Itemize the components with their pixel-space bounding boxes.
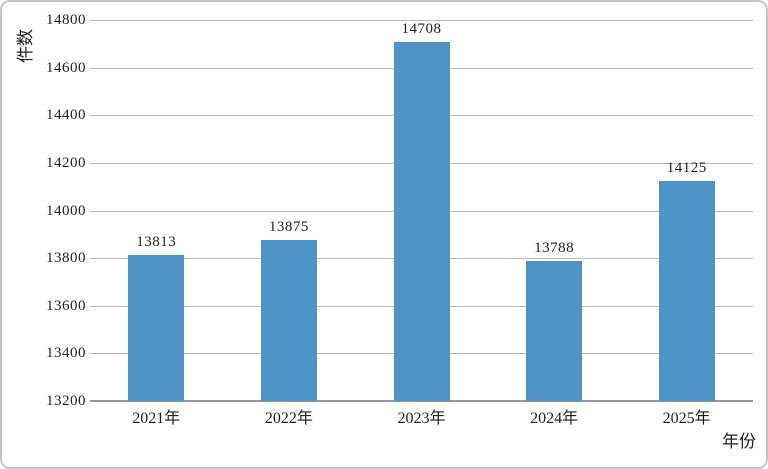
bar-value-label: 14708 xyxy=(401,20,442,37)
bar-value-label: 13788 xyxy=(534,239,575,256)
y-tick-label: 14200 xyxy=(46,154,86,171)
bar-value-label: 14125 xyxy=(666,159,707,176)
bar xyxy=(393,41,450,401)
bar-value-label: 13813 xyxy=(136,234,177,251)
bar xyxy=(128,255,185,401)
y-tick-label: 14000 xyxy=(46,202,86,219)
x-tick-label: 2024年 xyxy=(530,410,579,427)
bar xyxy=(526,260,583,401)
y-tick-label: 13600 xyxy=(46,297,86,314)
y-tick-label: 14400 xyxy=(46,107,86,124)
gridline xyxy=(90,20,753,21)
y-tick-label: 13800 xyxy=(46,250,86,267)
bar xyxy=(260,240,317,401)
y-tick-label: 13400 xyxy=(46,345,86,362)
y-tick-label: 14600 xyxy=(46,59,86,76)
bar xyxy=(658,180,715,401)
x-tick-label: 2025年 xyxy=(662,410,711,427)
y-tick-label: 14800 xyxy=(46,12,86,28)
gridline xyxy=(90,400,753,402)
bar-value-label: 13875 xyxy=(268,219,309,236)
x-tick-label: 2023年 xyxy=(397,410,446,427)
x-tick-label: 2021年 xyxy=(132,410,181,427)
x-axis-title: 年份 xyxy=(722,432,756,451)
y-tick-label: 13200 xyxy=(46,393,86,409)
x-tick-label: 2022年 xyxy=(264,410,313,427)
